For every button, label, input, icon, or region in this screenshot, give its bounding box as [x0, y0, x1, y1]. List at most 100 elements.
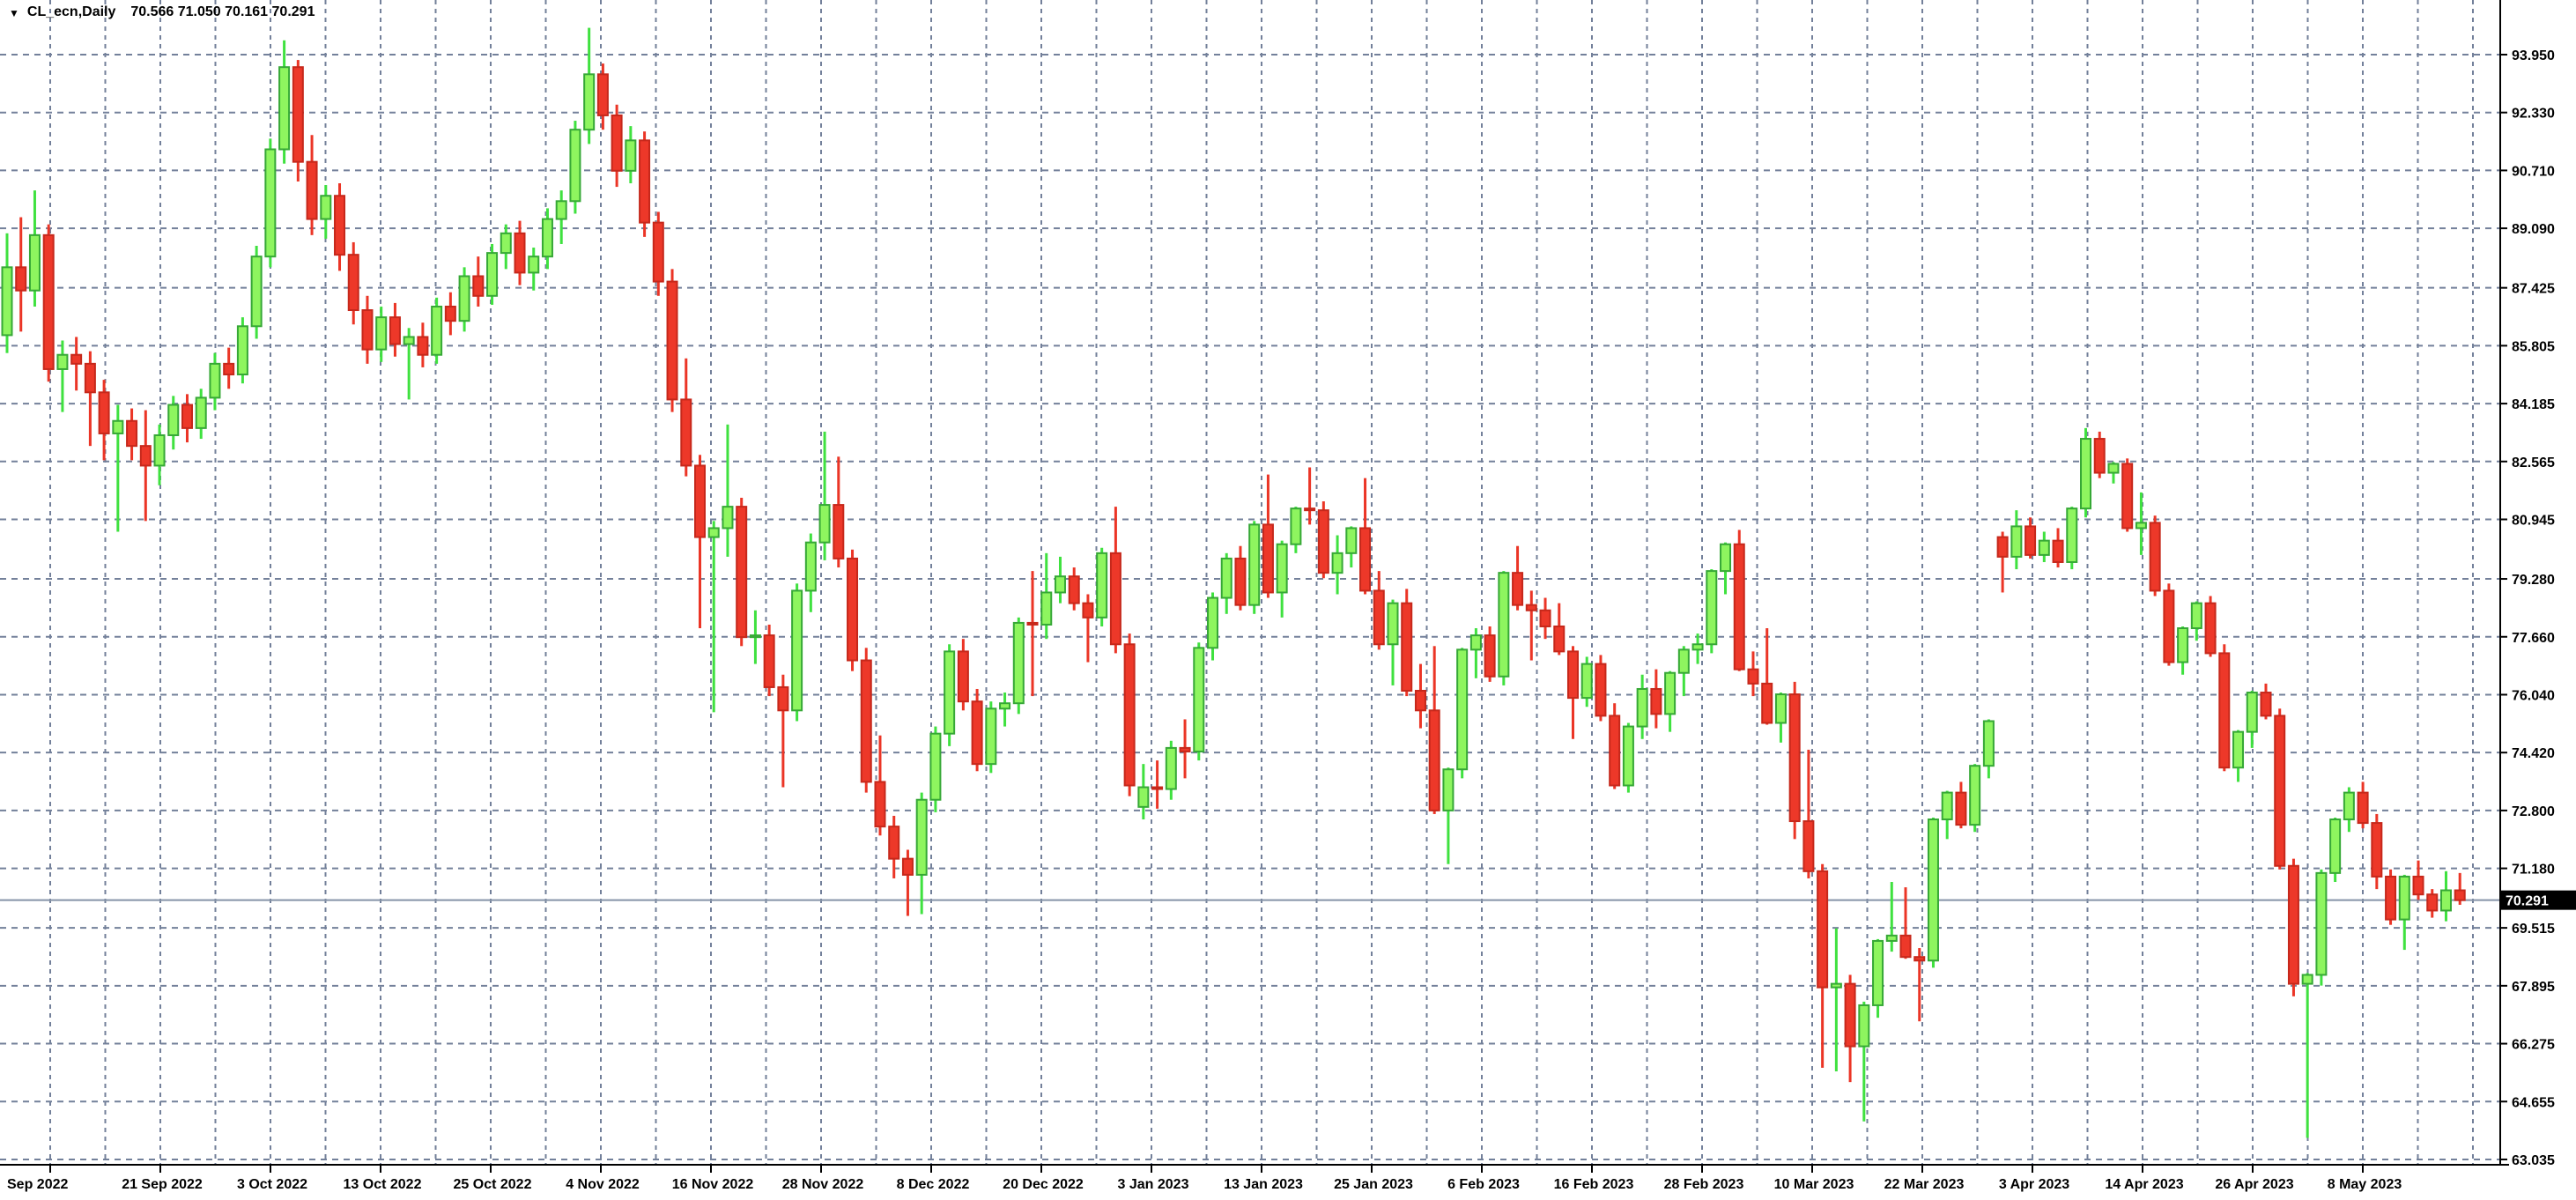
date-axis-label: 8 Dec 2022: [897, 1177, 970, 1192]
candle-body-bear: [1609, 715, 1621, 787]
candle-body-bear: [472, 275, 485, 297]
candle-body-bull: [264, 148, 277, 258]
candle-body-bull: [1193, 647, 1205, 752]
candle-wick-bull: [1474, 628, 1477, 678]
candle-body-bull: [2246, 692, 2258, 733]
symbol-dropdown-icon[interactable]: ▼: [9, 7, 19, 19]
candle-body-bear: [971, 700, 983, 766]
candle-body-bull: [1207, 596, 1219, 649]
candle-body-bull: [1691, 643, 1704, 651]
candle-body-bear: [334, 195, 346, 256]
candle-body-bull: [1040, 591, 1053, 626]
candle-wick-bull: [712, 521, 715, 713]
price-axis-label: 92.330: [2512, 107, 2555, 122]
candle-body-bull: [236, 325, 248, 376]
candle-body-bull: [1276, 543, 1288, 594]
candle-body-bull: [749, 634, 761, 639]
candle-body-bull: [2177, 627, 2189, 663]
candle-body-bear: [1525, 604, 1537, 611]
candle-body-bear: [901, 857, 914, 876]
candle-wick-bear: [781, 674, 785, 788]
symbol-period-label: CL_ecn,Daily: [26, 4, 116, 19]
candle-body-bull: [2439, 889, 2452, 912]
date-axis-label: 6 Feb 2023: [1447, 1177, 1520, 1192]
candle-body-bull: [791, 589, 803, 712]
candle-body-bear: [1484, 634, 1496, 678]
candle-body-bear: [1817, 870, 1829, 989]
candle-body-bull: [929, 732, 942, 801]
candle-wick-bear: [1807, 749, 1810, 878]
candle-body-bear: [1747, 668, 1759, 685]
candle-body-bear: [2093, 438, 2106, 474]
candle-body-bear: [1844, 982, 1856, 1048]
candle-body-bull: [2398, 875, 2410, 921]
candle-body-bear: [306, 160, 318, 220]
candle-body-bear: [1359, 527, 1372, 592]
candle-body-bear: [389, 316, 401, 345]
candle-body-bear: [1802, 820, 1815, 872]
candle-body-bear: [2052, 539, 2064, 563]
candle-body-bear: [1955, 791, 1967, 826]
candle-body-bull: [1498, 572, 1510, 678]
candle-wick-bull: [1834, 928, 1838, 1071]
candle-body-bull: [1885, 934, 1898, 942]
candle-body-bear: [1733, 543, 1745, 670]
candle-body-bull: [1345, 527, 1358, 554]
candle-body-bull: [1096, 552, 1108, 619]
candle-body-bear: [1123, 643, 1136, 787]
candle-body-bull: [1774, 693, 1787, 724]
date-axis-label: Sep 2022: [7, 1177, 68, 1192]
date-axis-label: 28 Nov 2022: [782, 1177, 864, 1192]
candle-body-bull: [403, 336, 415, 345]
candle-body-bull: [1664, 671, 1677, 715]
candle-body-bull: [167, 404, 180, 436]
candle-body-bull: [250, 256, 263, 328]
candle-body-bear: [847, 557, 859, 662]
candle-body-bear: [1234, 557, 1247, 606]
candle-wick-bear: [88, 351, 92, 447]
chart-title: ▼ CL_ecn,Daily 70.566 71.050 70.161 70.2…: [9, 4, 315, 20]
candle-body-bear: [1566, 650, 1579, 700]
candle-body-bear: [1109, 552, 1121, 646]
candle-body-bear: [2149, 522, 2161, 592]
candle-body-bear: [1304, 507, 1316, 512]
title-ohlc-values: 70.566 71.050 70.161 70.291: [130, 4, 315, 19]
candle-body-bull: [707, 527, 720, 538]
candle-body-bear: [1317, 509, 1329, 574]
candle-body-bull: [209, 362, 221, 399]
candle-body-bull: [486, 252, 499, 297]
candle-body-bear: [957, 650, 969, 703]
candle-body-bull: [555, 200, 567, 220]
candle-body-bear: [1788, 693, 1801, 823]
candle-body-bear: [611, 114, 623, 172]
candle-body-bear: [2121, 463, 2134, 530]
candle-body-bull: [1012, 621, 1025, 705]
price-axis-label: 76.040: [2512, 688, 2555, 703]
candle-wick-bear: [1156, 760, 1159, 809]
candle-body-bear: [833, 504, 845, 559]
price-axis-label: 79.280: [2512, 573, 2555, 588]
candle-body-bull: [2343, 791, 2355, 821]
date-axis-label: 3 Jan 2023: [1118, 1177, 1189, 1192]
candle-body-bull: [1622, 725, 1634, 787]
price-axis-label: 63.035: [2512, 1153, 2555, 1168]
date-axis-label: 20 Dec 2022: [1003, 1177, 1084, 1192]
candle-body-bear: [126, 419, 138, 448]
date-axis-label: 14 Apr 2023: [2105, 1177, 2183, 1192]
candle-body-bear: [874, 781, 886, 828]
candle-body-bear: [2260, 692, 2272, 717]
candle-body-bear: [2163, 589, 2175, 663]
candle-body-bull: [1165, 746, 1177, 790]
candle-body-bull: [1137, 786, 1150, 808]
price-axis-label: 66.275: [2512, 1038, 2555, 1053]
candle-body-bull: [818, 504, 831, 544]
candle-body-bull: [153, 433, 166, 467]
bid-price-label: 70.291: [2506, 894, 2549, 909]
candle-body-bull: [804, 541, 817, 592]
date-axis-label: 3 Apr 2023: [1999, 1177, 2069, 1192]
candle-body-bear: [1428, 709, 1440, 811]
candle-body-bear: [652, 221, 664, 283]
candle-body-bear: [444, 305, 456, 322]
candle-body-bear: [1761, 682, 1773, 724]
